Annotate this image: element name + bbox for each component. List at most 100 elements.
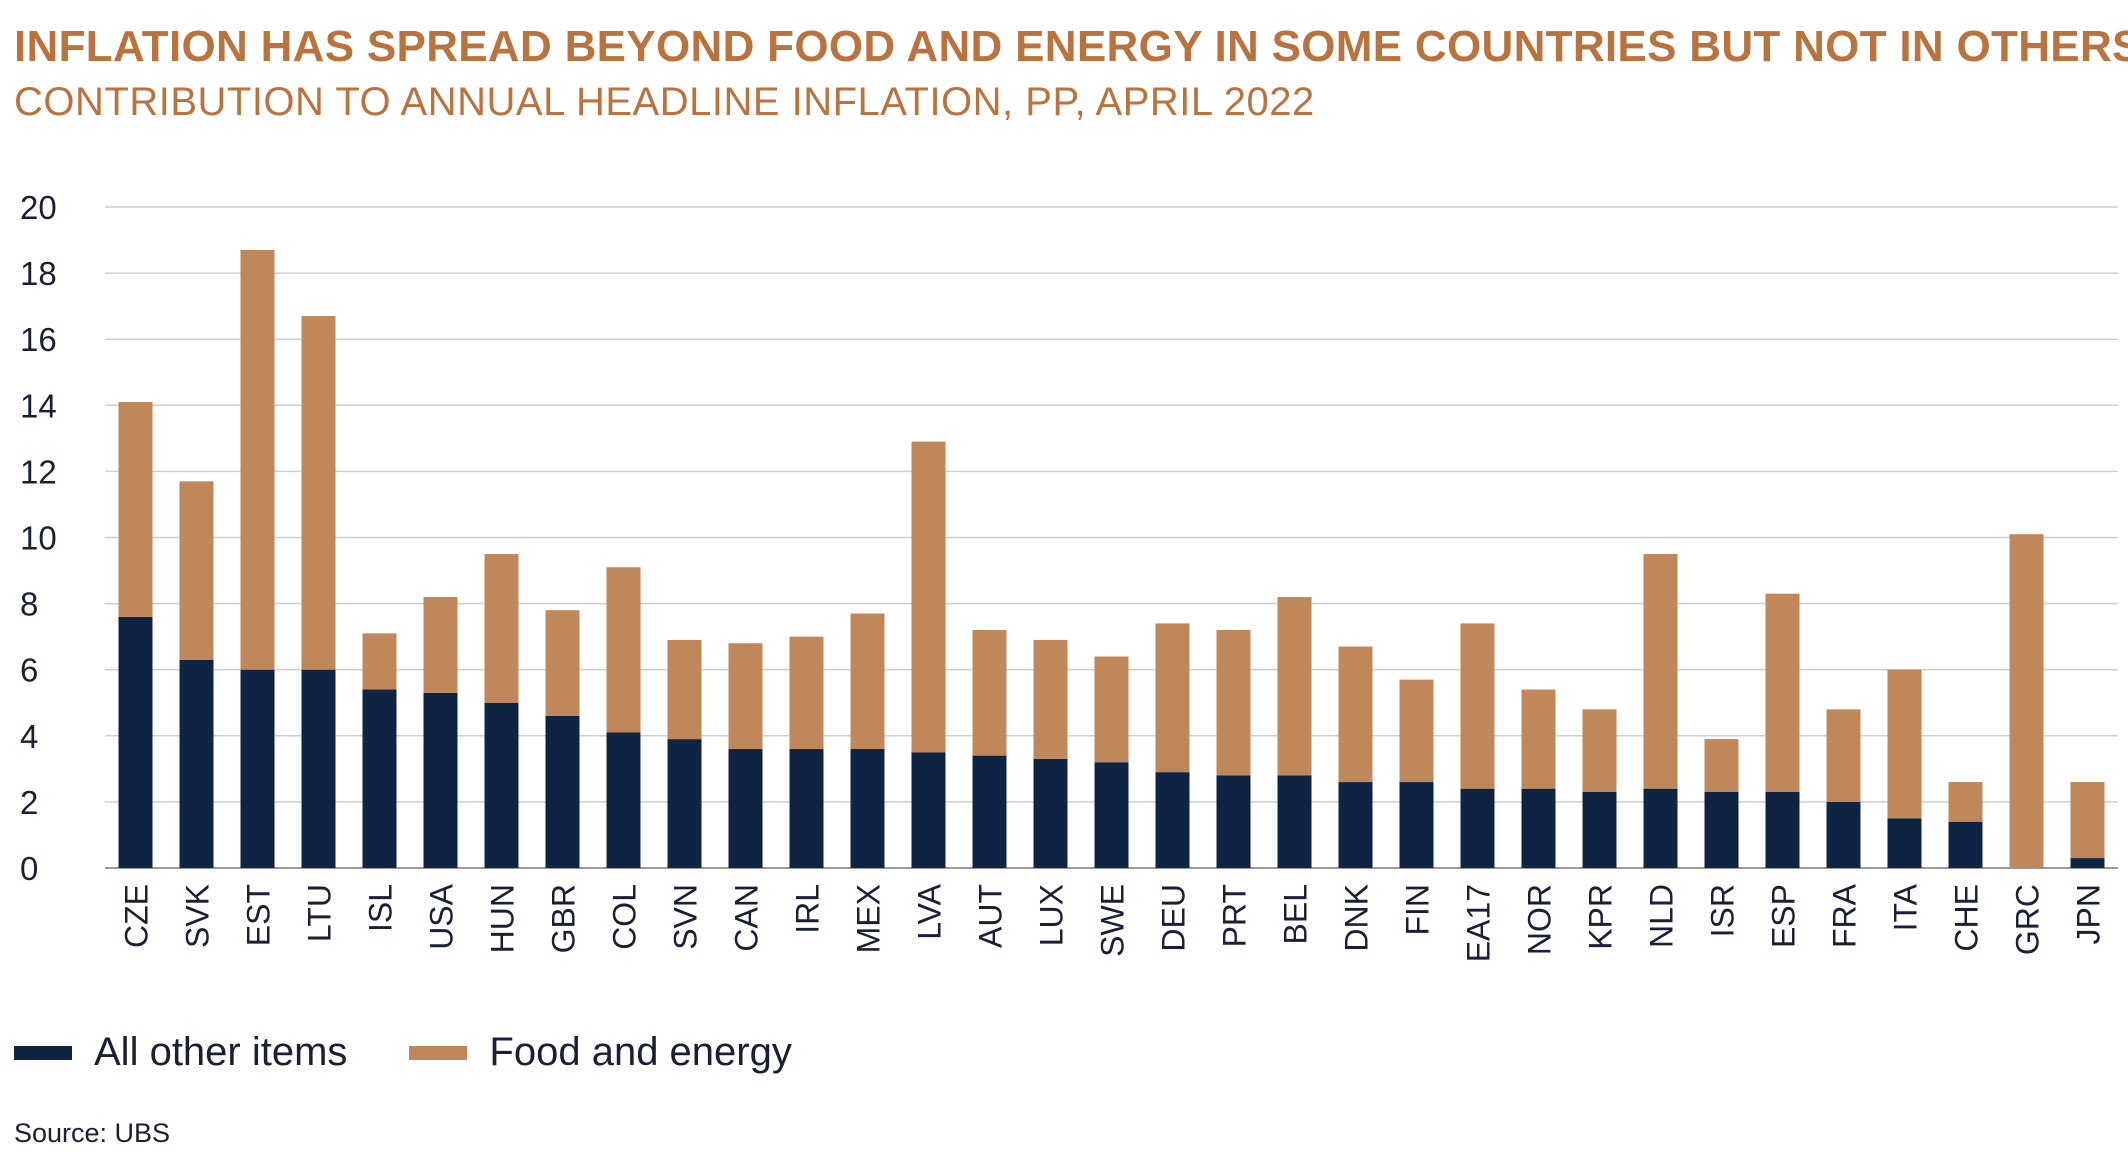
- x-tick-label: DNK: [1339, 884, 1375, 952]
- x-tick-label: BEL: [1278, 884, 1314, 944]
- bar-segment-food: [1155, 623, 1190, 773]
- bar-segment-food: [972, 630, 1007, 756]
- legend-label-other: All other items: [94, 1030, 348, 1074]
- bar-segment-food: [423, 596, 458, 693]
- chart-subtitle: CONTRIBUTION TO ANNUAL HEADLINE INFLATIO…: [14, 80, 1315, 124]
- legend-label-food: Food and energy: [489, 1030, 792, 1074]
- bar-segment-food: [1948, 782, 1983, 822]
- bar-segment-food: [1826, 709, 1861, 802]
- bar-segment-food: [362, 633, 397, 690]
- y-tick-label: 16: [20, 321, 57, 358]
- y-tick-label: 4: [20, 718, 38, 755]
- bar-segment-other: [1155, 772, 1190, 868]
- bar-segment-food: [1399, 679, 1434, 783]
- bar-segment-food: [1460, 623, 1495, 789]
- bar-segment-other: [1033, 758, 1068, 868]
- x-tick-label: ESP: [1766, 884, 1802, 948]
- x-tick-label: KPR: [1583, 884, 1619, 950]
- bar-segment-food: [1521, 689, 1556, 789]
- bar-segment-other: [1460, 788, 1495, 868]
- x-tick-label: EA17: [1461, 884, 1497, 962]
- x-tick-label: ISR: [1705, 884, 1741, 937]
- x-tick-label: SWE: [1095, 884, 1131, 957]
- x-tick-label: SVN: [668, 884, 704, 950]
- bar-segment-other: [1704, 791, 1739, 868]
- bar-segment-food: [606, 567, 641, 733]
- y-tick-label: 6: [20, 652, 38, 689]
- bar-segment-other: [1887, 818, 1922, 868]
- bar-segment-other: [118, 616, 153, 868]
- x-tick-label: AUT: [973, 884, 1009, 948]
- chart-title: INFLATION HAS SPREAD BEYOND FOOD AND ENE…: [14, 22, 2128, 71]
- bar-segment-other: [1338, 782, 1373, 868]
- x-tick-label: NOR: [1522, 884, 1558, 955]
- y-tick-label: 14: [20, 387, 57, 424]
- bar-segment-food: [240, 249, 275, 670]
- x-tick-label: USA: [424, 883, 460, 949]
- legend: All other items Food and energy: [14, 1030, 854, 1075]
- bar-segment-other: [545, 715, 580, 868]
- bar-segment-other: [1826, 801, 1861, 868]
- y-tick-label: 12: [20, 453, 57, 490]
- bar-segment-other: [728, 749, 763, 868]
- bar-segment-food: [301, 316, 336, 670]
- x-tick-label: CZE: [119, 884, 155, 948]
- x-tick-label: FIN: [1400, 884, 1436, 936]
- bar-segment-food: [545, 610, 580, 716]
- legend-item-other: All other items: [14, 1030, 347, 1075]
- bar-segment-other: [484, 702, 519, 868]
- bar-segment-food: [1094, 656, 1129, 763]
- bar-segment-food: [1277, 596, 1312, 776]
- bar-segment-other: [789, 749, 824, 868]
- bar-segment-food: [1643, 554, 1678, 789]
- x-tick-label: GBR: [546, 884, 582, 953]
- legend-swatch-food: [409, 1045, 468, 1060]
- x-tick-label: ISL: [363, 884, 399, 932]
- bar-segment-food: [1216, 630, 1251, 776]
- bar-segment-other: [301, 669, 336, 868]
- x-tick-label: MEX: [851, 884, 887, 953]
- x-tick-label: NLD: [1644, 884, 1680, 948]
- bar-segment-other: [1948, 821, 1983, 868]
- bar-segment-other: [850, 749, 885, 868]
- x-tick-label: CAN: [729, 884, 765, 952]
- x-tick-label: ITA: [1888, 883, 1924, 931]
- bar-segment-food: [1338, 646, 1373, 783]
- bar-segment-other: [972, 755, 1007, 868]
- bar-segment-food: [1582, 709, 1617, 792]
- bar-segment-other: [423, 692, 458, 868]
- stacked-bar-chart: 0 2 4 6 8 10 12 14 16 18 20 CZE SVK EST LTU ISL USA HUN GB…: [20, 189, 2118, 962]
- bar-segment-other: [1643, 788, 1678, 868]
- y-tick-label: 0: [20, 850, 38, 887]
- x-tick-label: SVK: [180, 884, 216, 948]
- bar-segment-other: [1582, 791, 1617, 868]
- bar-segment-food: [1033, 639, 1068, 759]
- bar-segment-food: [2009, 534, 2044, 868]
- bar-segment-food: [789, 636, 824, 750]
- bar-segment-food: [728, 643, 763, 750]
- bar-segment-other: [240, 669, 275, 868]
- y-tick-label: 10: [20, 520, 57, 557]
- bar-segment-other: [667, 739, 702, 868]
- bar-segment-food: [911, 441, 946, 753]
- y-tick-label: 8: [20, 586, 38, 623]
- bar-segment-other: [1094, 762, 1129, 868]
- x-tick-label: LUX: [1034, 884, 1070, 946]
- bar-segment-food: [1887, 669, 1922, 819]
- bar-segment-other: [1277, 775, 1312, 868]
- x-tick-label: EST: [241, 884, 277, 946]
- bar-segment-food: [1765, 593, 1800, 792]
- y-tick-label: 18: [20, 255, 57, 292]
- legend-item-food: Food and energy: [409, 1030, 792, 1075]
- x-tick-label: IRL: [790, 884, 826, 934]
- x-tick-label: GRC: [2010, 884, 2046, 955]
- source-note: Source: UBS: [14, 1118, 171, 1148]
- bar-segment-food: [484, 554, 519, 703]
- bar-segment-food: [179, 481, 214, 660]
- x-tick-label: CHE: [1949, 884, 1985, 952]
- bar-segment-other: [1521, 788, 1556, 868]
- y-tick-label: 20: [20, 189, 57, 226]
- bar-segment-other: [1765, 791, 1800, 868]
- bar-segment-food: [1704, 739, 1739, 792]
- bar-segment-other: [606, 732, 641, 868]
